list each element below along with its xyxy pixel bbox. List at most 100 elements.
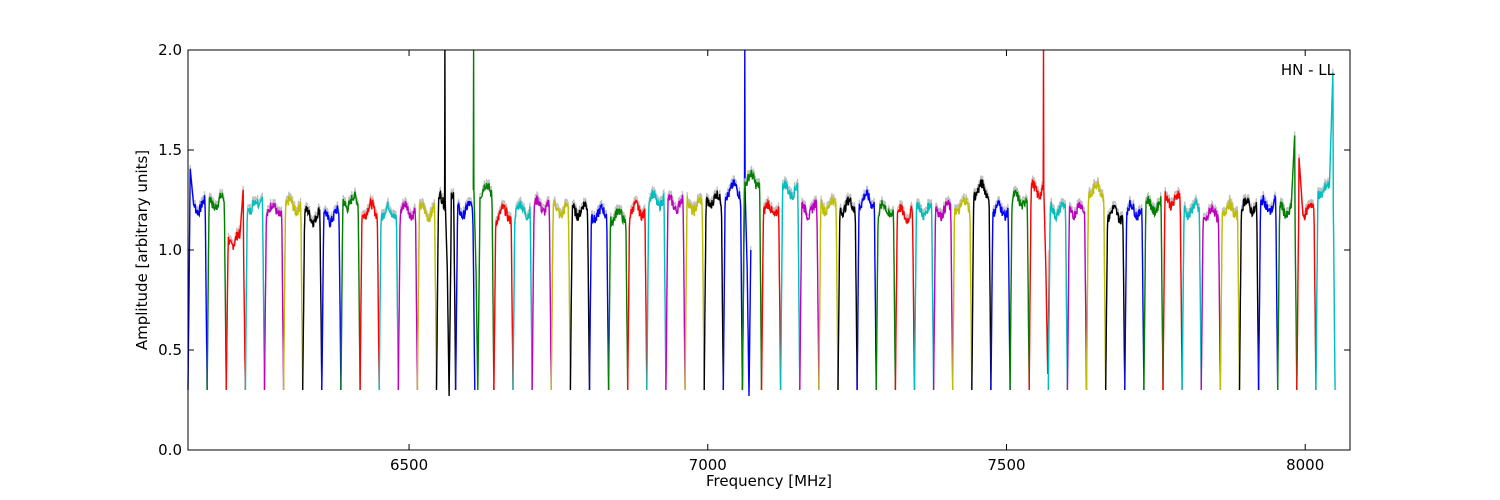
reference-trace xyxy=(263,198,285,387)
reference-trace xyxy=(1200,199,1221,387)
channel-trace xyxy=(588,203,610,391)
channel-trace xyxy=(1047,201,1069,391)
channel-trace xyxy=(1181,197,1202,391)
channel-trace xyxy=(627,199,648,391)
channel-trace xyxy=(607,208,629,391)
reference-trace xyxy=(608,204,629,387)
channel-trace xyxy=(646,190,667,391)
channel-trace xyxy=(1315,72,1336,391)
channel-trace xyxy=(952,197,973,391)
reference-trace xyxy=(1238,193,1260,387)
reference-trace xyxy=(1277,131,1298,387)
reference-trace xyxy=(1181,193,1202,387)
x-tick-label: 7000 xyxy=(689,456,727,474)
reference-trace xyxy=(990,195,1011,387)
reference-trace xyxy=(856,185,877,387)
reference-trace xyxy=(875,196,896,387)
x-axis: 6500 7000 7500 8000 xyxy=(390,50,1324,474)
channel-trace xyxy=(1028,49,1051,391)
reference-trace xyxy=(952,193,973,387)
reference-trace xyxy=(703,186,724,387)
reference-trace xyxy=(225,185,246,387)
channel-trace xyxy=(837,196,858,391)
channel-trace xyxy=(454,200,476,391)
reference-trace xyxy=(512,196,533,387)
reference-trace xyxy=(722,49,752,393)
reference-trace xyxy=(321,201,342,387)
reference-trace xyxy=(550,196,571,387)
channel-trace xyxy=(684,195,705,391)
channel-trace xyxy=(1200,203,1222,391)
x-tick-label: 8000 xyxy=(1286,456,1324,474)
channel-trace xyxy=(206,192,227,391)
channel-trace xyxy=(1105,204,1126,391)
channel-trace xyxy=(1296,157,1317,391)
plot-frame xyxy=(187,49,1351,451)
reference-trace xyxy=(913,198,935,387)
channel-trace xyxy=(550,200,572,391)
reference-trace xyxy=(1162,187,1183,387)
reference-trace xyxy=(1143,192,1164,387)
reference-trace xyxy=(799,195,820,387)
channel-trace xyxy=(971,179,992,391)
channel-trace xyxy=(932,199,954,391)
x-tick-label: 6500 xyxy=(390,456,428,474)
reference-trace xyxy=(971,175,992,387)
channel-trace xyxy=(493,202,514,391)
reference-trace xyxy=(1085,177,1107,387)
reference-trace xyxy=(569,196,591,387)
channel-trace xyxy=(665,193,686,391)
reference-trace xyxy=(894,200,916,387)
reference-trace xyxy=(1219,193,1241,387)
reference-trace xyxy=(818,192,839,387)
channel-trace xyxy=(416,201,438,391)
reference-trace xyxy=(340,187,361,387)
channel-trace xyxy=(569,200,591,391)
y-axis: 0.0 0.5 1.0 1.5 2.0 xyxy=(158,41,1350,459)
channel-trace xyxy=(359,197,380,391)
channel-trace xyxy=(302,206,323,391)
reference-trace xyxy=(1009,185,1030,387)
reference-trace xyxy=(1124,195,1145,387)
channel-trace xyxy=(244,196,266,391)
reference-trace xyxy=(416,197,438,387)
reference-trace xyxy=(302,202,323,387)
reference-trace xyxy=(780,176,801,387)
y-tick-label: 0.5 xyxy=(158,341,182,359)
y-tick-label: 0.0 xyxy=(158,441,182,459)
reference-trace xyxy=(627,195,648,387)
reference-trace xyxy=(378,197,399,387)
channel-trace xyxy=(1219,197,1241,391)
y-axis-label: Amplitude [arbitrary units] xyxy=(133,150,151,350)
channel-trace xyxy=(741,169,763,391)
reference-trace xyxy=(665,190,686,387)
y-tick-label: 2.0 xyxy=(158,41,182,59)
channel-trace xyxy=(875,200,897,391)
channel-trace xyxy=(856,189,877,391)
reference-trace xyxy=(646,186,667,387)
channel-trace xyxy=(378,201,399,391)
reference-trace xyxy=(837,192,858,387)
reference-trace xyxy=(684,191,705,387)
channel-trace xyxy=(894,204,916,391)
x-tick-label: 7500 xyxy=(987,456,1025,474)
reference-trace xyxy=(760,195,782,387)
reference-trace xyxy=(531,191,552,387)
channel-trace xyxy=(779,180,801,391)
channel-trace xyxy=(1009,189,1030,391)
channel-trace xyxy=(1066,201,1088,391)
reference-trace xyxy=(455,196,476,387)
channel-trace xyxy=(818,195,839,391)
reference-trace xyxy=(1047,197,1068,387)
channel-trace xyxy=(1238,197,1260,391)
y-tick-label: 1.5 xyxy=(158,141,182,159)
annotation-label: HN - LL xyxy=(1281,61,1336,79)
channel-trace xyxy=(340,191,361,391)
channel-trace xyxy=(799,199,820,391)
channel-trace xyxy=(1143,196,1164,391)
reference-trace xyxy=(493,198,514,387)
x-axis-label: Frequency [MHz] xyxy=(706,472,832,490)
channel-trace xyxy=(990,199,1011,391)
channel-trace xyxy=(321,205,342,391)
reference-trace xyxy=(1296,153,1317,387)
